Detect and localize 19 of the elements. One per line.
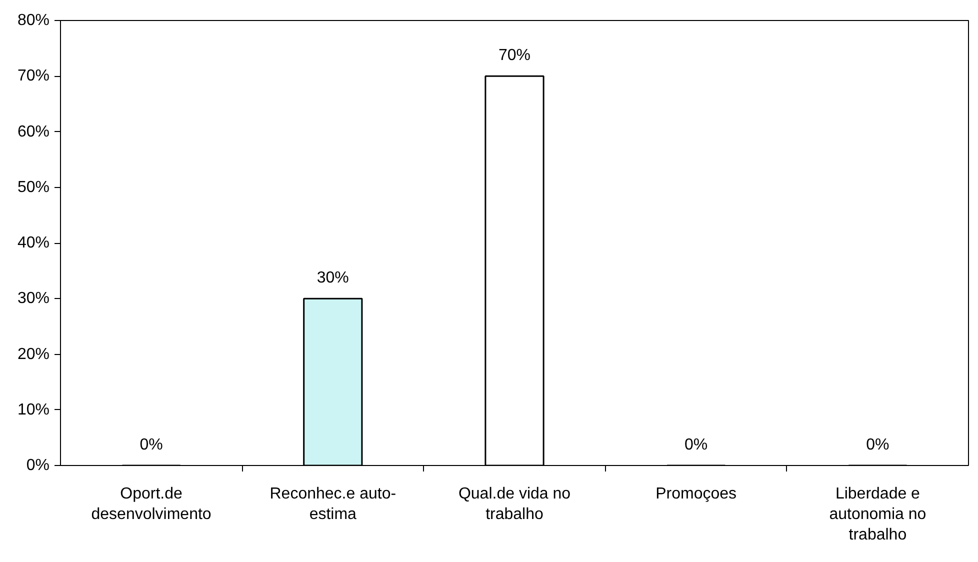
- data-label: 70%: [498, 47, 531, 64]
- x-tick-label: Oport.de desenvolvimento: [91, 486, 212, 523]
- y-tick-label: 70%: [17, 68, 50, 85]
- y-tick-label: 80%: [17, 12, 50, 29]
- y-tick-label: 30%: [17, 290, 50, 308]
- y-tick-label: 50%: [17, 178, 50, 196]
- x-tick-label: Liberdade e autonomia no trabalho: [829, 486, 926, 544]
- x-tick-label: Promoçoes: [656, 486, 737, 502]
- data-label: 30%: [316, 270, 349, 287]
- x-tick-label: Qual.de vida no trabalho: [458, 486, 571, 523]
- data-label: 0%: [140, 436, 163, 454]
- y-tick-label: 10%: [17, 401, 50, 418]
- y-tick-label: 0%: [26, 457, 50, 474]
- x-tick-label: Reconhec.e auto- estima: [270, 486, 396, 523]
- y-tick-label: 40%: [17, 234, 50, 252]
- y-tick-label: 60%: [17, 123, 50, 140]
- data-label: 0%: [866, 436, 890, 454]
- data-label: 0%: [684, 436, 708, 454]
- y-tick-label: 20%: [17, 346, 50, 363]
